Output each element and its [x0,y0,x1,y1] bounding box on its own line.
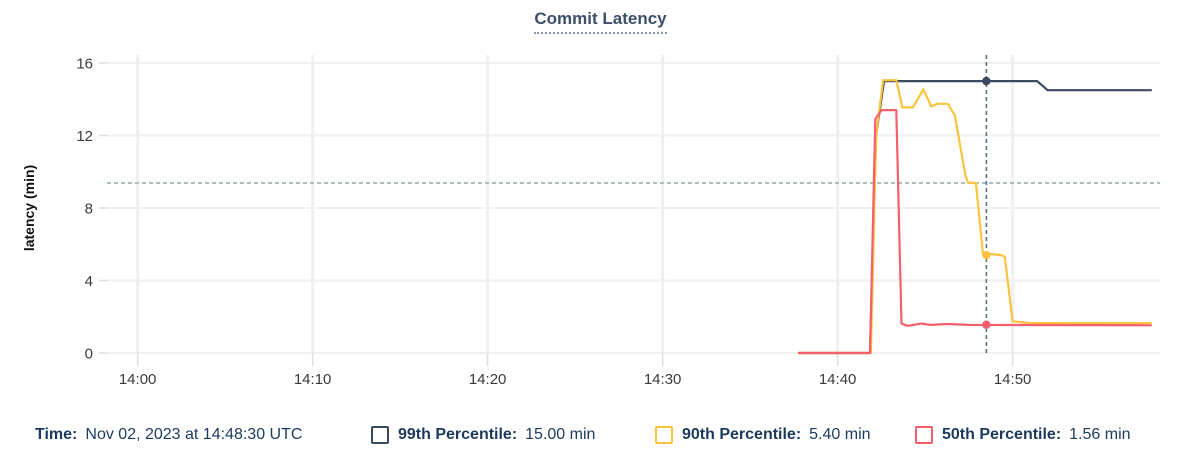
x-tick-label: 14:50 [994,371,1032,388]
series-line-90th-percentile[interactable] [797,79,1153,355]
legend-swatch-99th-icon [371,426,389,444]
chart-title[interactable]: Commit Latency [534,9,667,34]
x-tick-label: 14:00 [119,371,157,388]
y-tick-label: 12 [76,128,93,145]
series-line-99th-percentile[interactable] [797,79,1153,355]
y-axis-title: latency (min) [21,165,37,251]
x-tick-label: 14:20 [469,371,507,388]
cursor-time-readout: Time: Nov 02, 2023 at 14:48:30 UTC [35,423,302,447]
cursor-dot-50th-percentile[interactable] [982,320,991,329]
legend-item-90th-percentile[interactable]: 90th Percentile: 5.40 min [655,423,871,447]
legend-label-90th: 90th Percentile: [682,426,802,443]
time-label: Time: [35,426,78,443]
cursor-dot-99th-percentile[interactable] [982,76,991,86]
legend-swatch-90th-icon [655,426,673,444]
chart-header: Commit Latency [0,9,1201,34]
legend-item-99th-percentile[interactable]: 99th Percentile: 15.00 min [371,423,595,447]
x-tick-label: 14:30 [644,371,682,388]
legend-value-99th: 15.00 min [525,426,596,443]
legend-item-50th-percentile[interactable]: 50th Percentile: 1.56 min [915,423,1131,447]
legend-label-99th: 99th Percentile: [398,426,518,443]
grid: 0 4 8 12 16 14:00 14:10 14:20 14:30 14:40 14:50 [76,55,1160,388]
legend-row: Time: Nov 02, 2023 at 14:48:30 UTC 99th … [0,423,1201,453]
series-line-50th-percentile[interactable] [797,108,1153,355]
legend-value-90th: 5.40 min [809,426,871,443]
x-tick-label: 14:10 [294,371,332,388]
y-tick-label: 16 [76,56,93,73]
x-tick-label: 14:40 [819,371,857,388]
latency-line-chart[interactable]: 0 4 8 12 16 14:00 14:10 14:20 14:30 14:40 14:50 lat… [0,40,1201,400]
legend-label-50th: 50th Percentile: [942,426,1062,443]
y-tick-label: 0 [85,346,93,363]
y-tick-label: 4 [85,273,93,290]
legend-swatch-50th-icon [915,426,933,444]
time-value: Nov 02, 2023 at 14:48:30 UTC [85,426,303,443]
y-tick-label: 8 [85,201,93,218]
legend-value-50th: 1.56 min [1069,426,1131,443]
cursor-dot-90th-percentile[interactable] [982,250,991,260]
